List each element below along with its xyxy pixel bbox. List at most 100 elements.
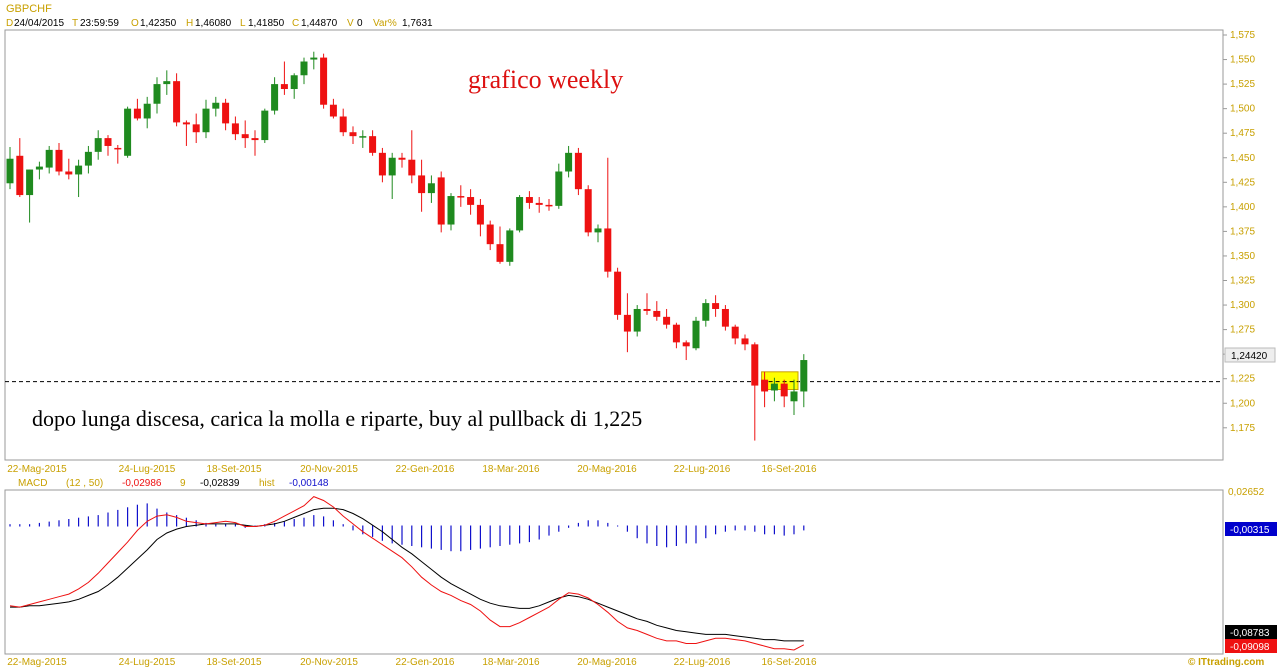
x-tick-label: 20-Mag-2016 [577, 464, 637, 475]
price-y-tick-label: 1,400 [1230, 202, 1255, 213]
macd-badge: -0,09098 [1230, 642, 1270, 653]
candle [271, 77, 279, 115]
x-tick-label: 24-Lug-2015 [119, 464, 176, 475]
candle [26, 169, 34, 223]
candle-body [133, 108, 141, 119]
x-tick-label: 22-Lug-2016 [674, 464, 731, 475]
candle [447, 193, 455, 231]
candle-body [329, 104, 337, 117]
candle [584, 185, 592, 237]
candle-body [251, 138, 259, 141]
candle-body [594, 228, 602, 233]
x-tick-label: 20-Mag-2016 [577, 657, 637, 668]
candle-body [427, 183, 435, 194]
price-y-tick-label: 1,325 [1230, 276, 1255, 287]
hist-badge-bg [1225, 522, 1277, 536]
candle-body [280, 84, 288, 90]
macd-x-axis: 22-Mag-2015 24-Lug-2015 18-Set-2015 20-Nov-… [7, 657, 817, 668]
candle [427, 175, 435, 203]
candle [75, 159, 83, 198]
candle-body [800, 360, 808, 392]
price-y-tick-label: 1,500 [1230, 104, 1255, 115]
candle-body [310, 57, 318, 60]
candle-body [545, 204, 553, 207]
candle [320, 53, 328, 109]
candle [751, 342, 759, 441]
candle-body [378, 152, 386, 176]
time-key: T [72, 18, 78, 29]
candle [663, 308, 671, 329]
candle-body [614, 271, 622, 315]
candle [388, 152, 396, 199]
var-key: Var% [373, 18, 397, 29]
candle-body [388, 157, 396, 176]
candle-body [770, 383, 778, 391]
price-y-tick-label: 1,225 [1230, 374, 1255, 385]
candle [594, 224, 602, 243]
candle [721, 305, 729, 331]
price-y-tick-label: 1,575 [1230, 30, 1255, 41]
candle-body [692, 320, 700, 349]
candle-body [65, 171, 73, 175]
x-tick-label: 22-Gen-2016 [396, 657, 455, 668]
candle [506, 228, 514, 266]
open-key: O [131, 18, 139, 29]
candle [212, 96, 220, 117]
candle [310, 51, 318, 70]
candle-body [731, 326, 739, 339]
candle-body [643, 308, 651, 311]
candle-body [506, 230, 514, 262]
date-value: 24/04/2015 [14, 18, 64, 29]
candle [633, 305, 641, 337]
candle-body [447, 196, 455, 225]
candle-body [300, 61, 308, 76]
candle [349, 126, 357, 145]
candle-body [104, 138, 112, 146]
candle [398, 152, 406, 168]
macd-name: MACD [18, 478, 47, 489]
candle [94, 130, 102, 160]
candle-body [124, 108, 132, 156]
candle-body [761, 379, 769, 392]
candle [457, 185, 465, 207]
price-x-axis: 22-Mag-2015 24-Lug-2015 18-Set-2015 20-Nov-… [7, 464, 817, 475]
candle-body [486, 224, 494, 245]
low-value: 1,41850 [248, 18, 285, 29]
candle-body [143, 103, 151, 119]
candle [555, 163, 563, 209]
candle-body [574, 152, 582, 190]
candle-body [349, 132, 357, 137]
signal-badge-bg [1225, 625, 1277, 639]
candle [65, 158, 73, 180]
x-tick-label: 18-Mar-2016 [482, 657, 540, 668]
candle-body [398, 157, 406, 160]
candle [702, 299, 710, 327]
x-tick-label: 20-Nov-2015 [300, 657, 358, 668]
candle-body [702, 303, 710, 321]
candle-body [320, 57, 328, 105]
candle [369, 130, 377, 156]
candle [574, 147, 582, 196]
x-tick-label: 16-Set-2016 [761, 464, 816, 475]
macd-signal-line [10, 507, 804, 642]
close-key: C [292, 18, 299, 29]
price-y-tick-label: 1,300 [1230, 300, 1255, 311]
candle [741, 334, 749, 351]
candle-body [623, 314, 631, 332]
candle [486, 220, 494, 251]
high-value: 1,46080 [195, 18, 232, 29]
price-y-tick-label: 1,525 [1230, 79, 1255, 90]
candle [790, 379, 798, 416]
candle [202, 99, 210, 139]
price-y-axis: 1,575 1,550 1,525 1,500 1,475 1,450 1,425 1,400… [1223, 30, 1255, 434]
candle-body [231, 123, 239, 135]
candle [525, 191, 533, 209]
var-value: 1,7631 [402, 18, 433, 29]
candle-body [212, 102, 220, 109]
candle-body [6, 158, 14, 184]
candle-body [721, 308, 729, 327]
price-y-tick-label: 1,175 [1230, 423, 1255, 434]
time-value: 23:59:59 [80, 18, 119, 29]
candle [712, 295, 720, 317]
candle [300, 57, 308, 85]
